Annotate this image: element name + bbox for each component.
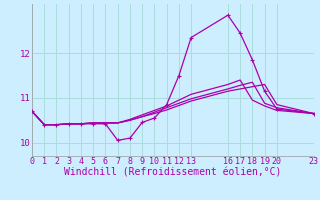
X-axis label: Windchill (Refroidissement éolien,°C): Windchill (Refroidissement éolien,°C) (64, 168, 282, 178)
